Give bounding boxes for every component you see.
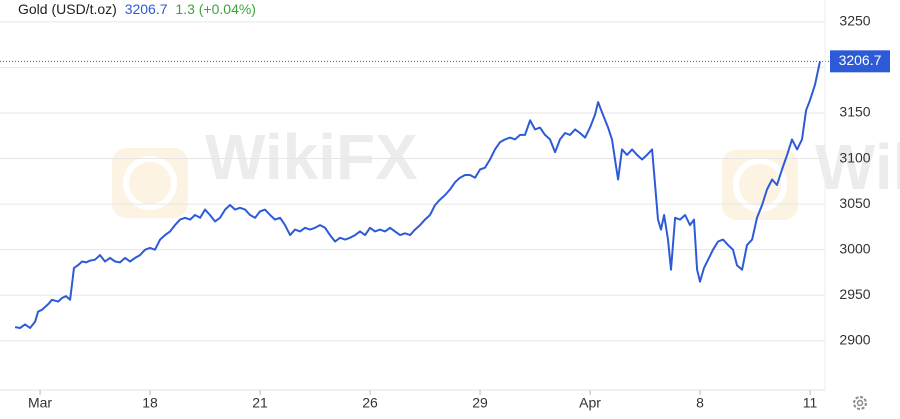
- header: Gold (USD/t.oz) 3206.7 1.3 (+0.04%): [18, 1, 256, 17]
- watermark: WikiFX: [205, 121, 418, 193]
- x-tick-label: Mar: [28, 395, 52, 411]
- axes: 29002950300030503100315032003250Mar18212…: [0, 0, 890, 411]
- y-tick-label: 3250: [839, 13, 870, 29]
- y-tick-label: 3000: [839, 240, 870, 256]
- x-tick-label: 29: [472, 395, 488, 411]
- y-tick-label: 2900: [839, 331, 870, 347]
- last-value-badge: [830, 50, 890, 73]
- y-tick-label: 3150: [839, 104, 870, 120]
- chart-title: Gold (USD/t.oz): [18, 1, 117, 17]
- x-tick-label: 21: [252, 395, 268, 411]
- header-bg: [0, 0, 290, 20]
- last-value-label: 3206.7: [839, 52, 882, 68]
- watermark: WikiFX: [815, 131, 900, 203]
- watermark-logo: [112, 148, 798, 220]
- y-tick-label: 2950: [839, 286, 870, 302]
- settings-icon[interactable]: [853, 396, 867, 410]
- line-series: [14, 61, 821, 329]
- price: 3206.7: [125, 1, 168, 17]
- grid: [0, 21, 825, 342]
- x-tick-label: Apr: [579, 395, 601, 411]
- x-tick-label: 26: [362, 395, 378, 411]
- x-tick-label: 18: [142, 395, 158, 411]
- plot: [0, 60, 830, 329]
- y-tick-label: 3100: [839, 149, 870, 165]
- x-tick-label: 8: [696, 395, 704, 411]
- x-tick-label: 11: [803, 395, 818, 411]
- change: 1.3 (+0.04%): [175, 1, 256, 17]
- y-tick-label: 3050: [839, 195, 870, 211]
